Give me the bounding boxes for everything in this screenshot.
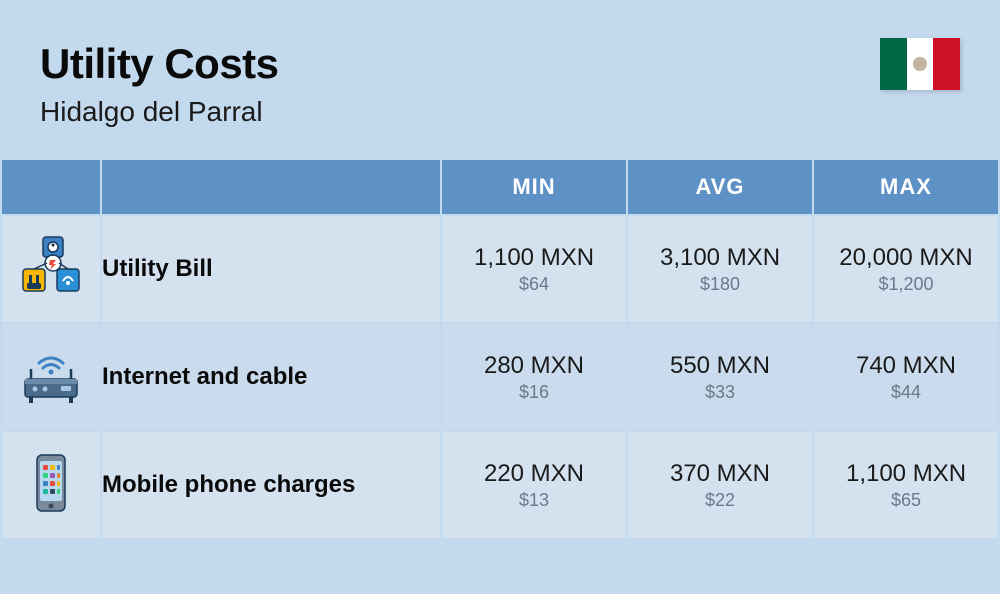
- page-title: Utility Costs: [40, 40, 960, 88]
- page-subtitle: Hidalgo del Parral: [40, 96, 960, 128]
- icon-cell: [1, 323, 101, 431]
- value-usd: $1,200: [814, 274, 998, 295]
- row-label: Utility Bill: [101, 215, 441, 323]
- flag-stripe-red: [933, 38, 960, 90]
- cell-min: 280 MXN $16: [441, 323, 627, 431]
- row-label: Mobile phone charges: [101, 431, 441, 539]
- col-header-label: [101, 159, 441, 215]
- router-icon: [17, 341, 85, 409]
- cell-avg: 3,100 MXN $180: [627, 215, 813, 323]
- cell-max: 20,000 MXN $1,200: [813, 215, 999, 323]
- col-header-max: MAX: [813, 159, 999, 215]
- value-local: 3,100 MXN: [628, 244, 812, 272]
- cell-min: 220 MXN $13: [441, 431, 627, 539]
- col-header-avg: AVG: [627, 159, 813, 215]
- row-label: Internet and cable: [101, 323, 441, 431]
- value-local: 220 MXN: [442, 460, 626, 488]
- value-usd: $65: [814, 490, 998, 511]
- utility-costs-table: MIN AVG MAX: [0, 158, 1000, 540]
- cell-min: 1,100 MXN $64: [441, 215, 627, 323]
- value-local: 1,100 MXN: [814, 460, 998, 488]
- value-usd: $180: [628, 274, 812, 295]
- header: Utility Costs Hidalgo del Parral: [0, 0, 1000, 158]
- flag-emblem: [913, 57, 927, 71]
- flag-stripe-white: [907, 38, 934, 90]
- value-local: 740 MXN: [814, 352, 998, 380]
- flag-stripe-green: [880, 38, 907, 90]
- value-usd: $13: [442, 490, 626, 511]
- value-usd: $44: [814, 382, 998, 403]
- cell-avg: 550 MXN $33: [627, 323, 813, 431]
- cell-max: 1,100 MXN $65: [813, 431, 999, 539]
- col-header-min: MIN: [441, 159, 627, 215]
- col-header-icon: [1, 159, 101, 215]
- country-flag-mexico: [880, 38, 960, 90]
- table-row: Internet and cable 280 MXN $16 550 MXN $…: [1, 323, 999, 431]
- value-local: 1,100 MXN: [442, 244, 626, 272]
- table-row: Mobile phone charges 220 MXN $13 370 MXN…: [1, 431, 999, 539]
- value-usd: $33: [628, 382, 812, 403]
- cell-avg: 370 MXN $22: [627, 431, 813, 539]
- table-row: Utility Bill 1,100 MXN $64 3,100 MXN $18…: [1, 215, 999, 323]
- phone-icon: [17, 449, 85, 517]
- value-usd: $22: [628, 490, 812, 511]
- utility-icon: [17, 233, 85, 301]
- value-usd: $64: [442, 274, 626, 295]
- icon-cell: [1, 431, 101, 539]
- value-local: 550 MXN: [628, 352, 812, 380]
- value-local: 20,000 MXN: [814, 244, 998, 272]
- table-header-row: MIN AVG MAX: [1, 159, 999, 215]
- value-local: 370 MXN: [628, 460, 812, 488]
- cell-max: 740 MXN $44: [813, 323, 999, 431]
- value-usd: $16: [442, 382, 626, 403]
- value-local: 280 MXN: [442, 352, 626, 380]
- icon-cell: [1, 215, 101, 323]
